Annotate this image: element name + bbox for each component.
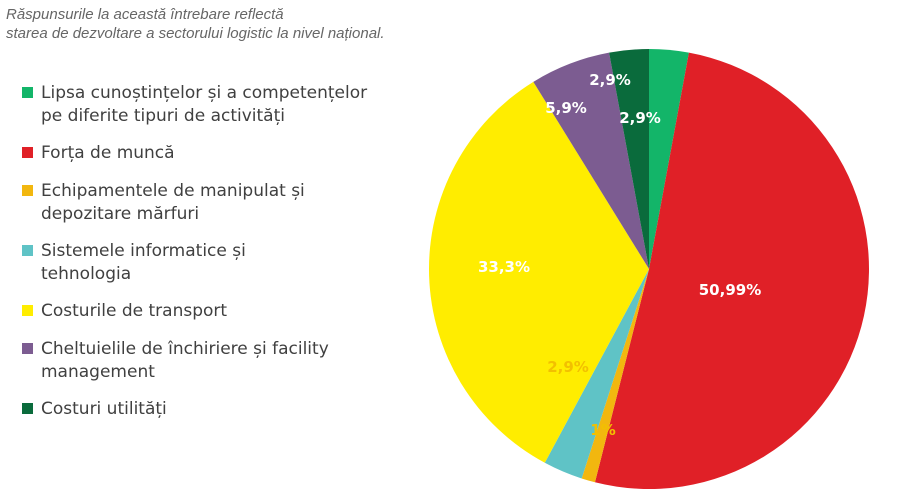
legend-item-costuri-utilitati: Costuri utilități — [22, 398, 422, 421]
pie-chart: 2,9%50,99%1%2,9%33,3%5,9%2,9% — [429, 49, 870, 490]
subtitle-line-1: Răspunsurile la această întrebare reflec… — [6, 6, 284, 23]
chart-legend: Lipsa cunoștințelor și a competențelor p… — [22, 82, 422, 436]
slice-value-label: 50,99% — [699, 281, 761, 299]
legend-item-cheltuieli-inchiriere: Cheltuielile de închiriere și facility m… — [22, 338, 422, 384]
legend-item-sisteme-informatice: Sistemele informatice și tehnologia — [22, 240, 422, 286]
slice-value-label: 5,9% — [545, 99, 587, 117]
legend-label: Costuri utilități — [41, 399, 167, 419]
legend-item-costuri-transport: Costurile de transport — [22, 300, 422, 323]
legend-label: Costurile de transport — [41, 301, 228, 321]
legend-swatch — [22, 305, 33, 316]
slice-value-label: 2,9% — [547, 358, 589, 376]
legend-swatch — [22, 403, 33, 414]
legend-label: Sistemele informatice și tehnologia — [41, 241, 246, 284]
legend-label: Echipamentele de manipulat și depozitare… — [41, 181, 305, 224]
pie-slice — [533, 52, 649, 270]
chart-subtitle: Răspunsurile la această întrebare reflec… — [6, 5, 385, 43]
legend-label: Lipsa cunoștințelor și a competențelor p… — [41, 83, 368, 126]
pie-slice — [429, 81, 649, 463]
legend-swatch — [22, 185, 33, 196]
pie-slice — [581, 269, 649, 483]
subtitle-line-2: starea de dezvoltare a sectorului logist… — [6, 25, 385, 42]
pie-slice — [649, 49, 689, 269]
legend-label: Cheltuielile de închiriere și facility m… — [41, 339, 329, 382]
legend-swatch — [22, 87, 33, 98]
legend-swatch — [22, 147, 33, 158]
pie-slice — [544, 269, 649, 479]
legend-label: Forța de muncă — [41, 143, 175, 163]
slice-value-label: 1% — [590, 421, 615, 439]
legend-swatch — [22, 245, 33, 256]
pie-slice — [609, 49, 649, 269]
legend-item-lipsa-cunostintelor: Lipsa cunoștințelor și a competențelor p… — [22, 82, 422, 128]
slice-value-label: 33,3% — [478, 258, 530, 276]
legend-swatch — [22, 343, 33, 354]
legend-item-echipamente: Echipamentele de manipulat și depozitare… — [22, 180, 422, 226]
slice-value-label: 2,9% — [589, 71, 631, 89]
slice-value-label: 2,9% — [619, 109, 661, 127]
legend-item-forta-de-munca: Forța de muncă — [22, 142, 422, 165]
pie-slice — [594, 52, 870, 490]
